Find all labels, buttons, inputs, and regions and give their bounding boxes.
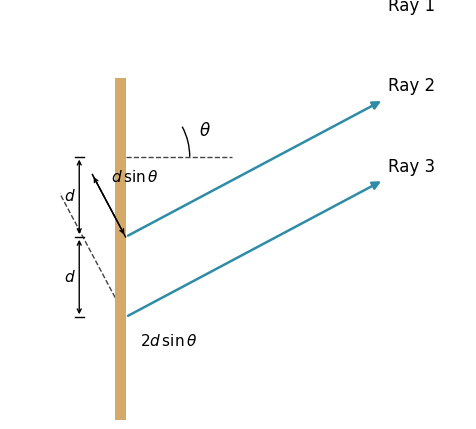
FancyBboxPatch shape (115, 79, 125, 420)
Text: $2d\,\sin\theta$: $2d\,\sin\theta$ (139, 333, 197, 349)
Text: d: d (64, 269, 74, 284)
Text: Ray 1: Ray 1 (387, 0, 434, 15)
Text: Ray 3: Ray 3 (387, 158, 434, 175)
Text: Ray 2: Ray 2 (387, 78, 434, 96)
Text: d: d (64, 189, 74, 204)
Text: $d\,\sin\theta$: $d\,\sin\theta$ (111, 169, 159, 184)
Text: θ: θ (199, 121, 210, 139)
